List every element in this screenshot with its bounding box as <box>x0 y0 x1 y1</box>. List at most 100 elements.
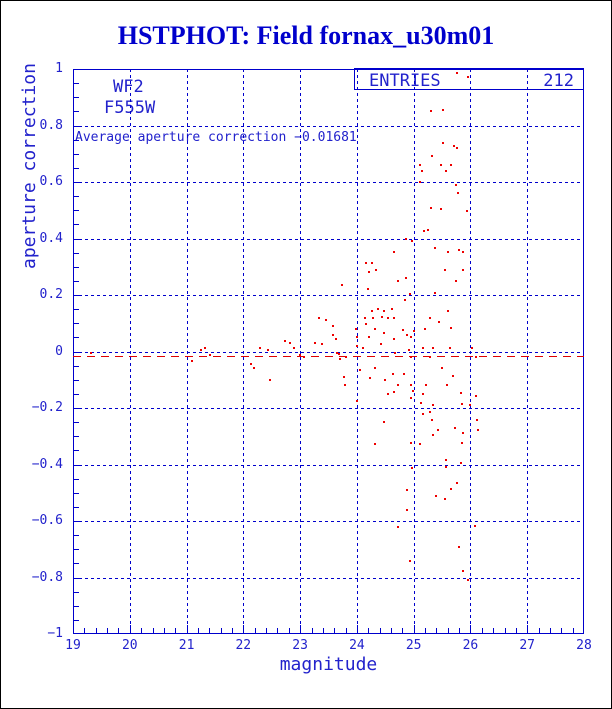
data-point <box>425 383 428 386</box>
data-point <box>471 346 474 349</box>
data-point <box>412 330 415 333</box>
x-axis-tick <box>300 625 302 633</box>
data-point <box>458 248 461 251</box>
x-axis-tick <box>493 628 495 633</box>
data-point <box>474 524 476 527</box>
y-axis-tick <box>74 111 79 113</box>
data-point <box>454 426 457 429</box>
data-point <box>476 428 479 431</box>
filter-label: F555W <box>104 98 156 118</box>
data-point <box>412 389 415 392</box>
data-point <box>337 352 340 355</box>
detector-label: WF2 <box>113 77 144 97</box>
data-point <box>411 240 413 243</box>
grid-line-horizontal <box>73 521 584 522</box>
data-point <box>344 383 346 386</box>
y-axis-tick <box>74 619 79 621</box>
x-axis-tick <box>186 625 188 633</box>
data-point <box>396 383 399 386</box>
data-point <box>424 327 426 330</box>
data-point <box>409 355 412 358</box>
x-tick-label: 27 <box>519 638 536 653</box>
y-axis-tick <box>74 238 82 240</box>
x-axis-tick <box>243 625 245 633</box>
x-axis-tick <box>152 628 154 633</box>
data-point <box>430 419 433 422</box>
data-point <box>392 373 395 376</box>
data-point <box>432 347 434 350</box>
data-point <box>375 268 378 271</box>
data-point <box>418 163 421 166</box>
y-axis-tick <box>74 577 82 579</box>
data-point <box>429 316 432 319</box>
x-tick-label: 20 <box>121 638 138 653</box>
data-point <box>446 309 449 312</box>
data-point <box>439 208 442 211</box>
data-point <box>467 578 470 581</box>
data-point <box>387 317 390 320</box>
x-tick-label: 25 <box>405 638 422 653</box>
data-point <box>455 72 458 75</box>
data-point <box>374 327 377 330</box>
x-axis-tick <box>311 628 313 633</box>
y-tick-label: −0.6 <box>31 513 63 528</box>
data-point <box>404 237 407 240</box>
data-point <box>383 420 386 423</box>
data-point <box>450 163 453 166</box>
y-axis-tick <box>74 139 79 141</box>
data-point <box>409 441 412 444</box>
x-axis-tick <box>277 628 279 633</box>
data-point <box>383 332 386 335</box>
data-point <box>445 458 447 461</box>
y-axis-tick <box>74 379 79 381</box>
x-axis-tick <box>402 628 404 633</box>
data-point <box>468 403 471 406</box>
data-point <box>358 369 361 372</box>
entries-label: ENTRIES <box>369 71 441 91</box>
data-point <box>475 418 478 421</box>
data-point <box>387 393 390 396</box>
x-axis-tick <box>481 628 483 633</box>
data-point <box>392 317 395 320</box>
data-point <box>449 346 451 349</box>
x-axis-tick <box>527 625 529 633</box>
data-point <box>459 391 462 394</box>
x-axis-tick <box>95 628 97 633</box>
x-axis-tick <box>220 628 222 633</box>
data-point <box>321 342 324 345</box>
data-point <box>455 481 458 484</box>
x-tick-label: 24 <box>349 638 365 653</box>
x-axis-tick <box>266 628 267 633</box>
data-point <box>371 316 374 319</box>
data-point <box>462 269 465 272</box>
data-point <box>341 283 344 286</box>
data-point <box>408 292 411 295</box>
data-point <box>475 395 478 398</box>
y-tick-label: 0.2 <box>39 287 63 302</box>
data-point <box>283 339 286 342</box>
data-point <box>367 270 370 273</box>
data-point <box>374 443 377 446</box>
data-point <box>420 401 422 404</box>
y-axis-tick <box>74 436 79 438</box>
data-point <box>462 432 465 435</box>
data-point <box>354 327 357 330</box>
data-point <box>429 410 432 413</box>
data-point <box>362 346 365 349</box>
y-tick-label: 0.6 <box>39 174 63 189</box>
x-axis-tick <box>232 628 233 633</box>
data-point <box>450 326 453 329</box>
grid-line-horizontal <box>73 182 584 183</box>
data-point <box>443 268 446 271</box>
x-axis-tick <box>504 628 506 633</box>
data-point <box>391 308 394 311</box>
y-axis-tick <box>74 266 79 268</box>
data-point <box>421 392 424 395</box>
y-axis-tick <box>74 422 79 424</box>
data-point <box>409 336 412 339</box>
data-point <box>90 351 93 354</box>
x-axis-tick <box>356 625 358 633</box>
data-point <box>317 316 320 319</box>
y-axis-tick <box>74 182 82 183</box>
data-point <box>432 433 434 436</box>
